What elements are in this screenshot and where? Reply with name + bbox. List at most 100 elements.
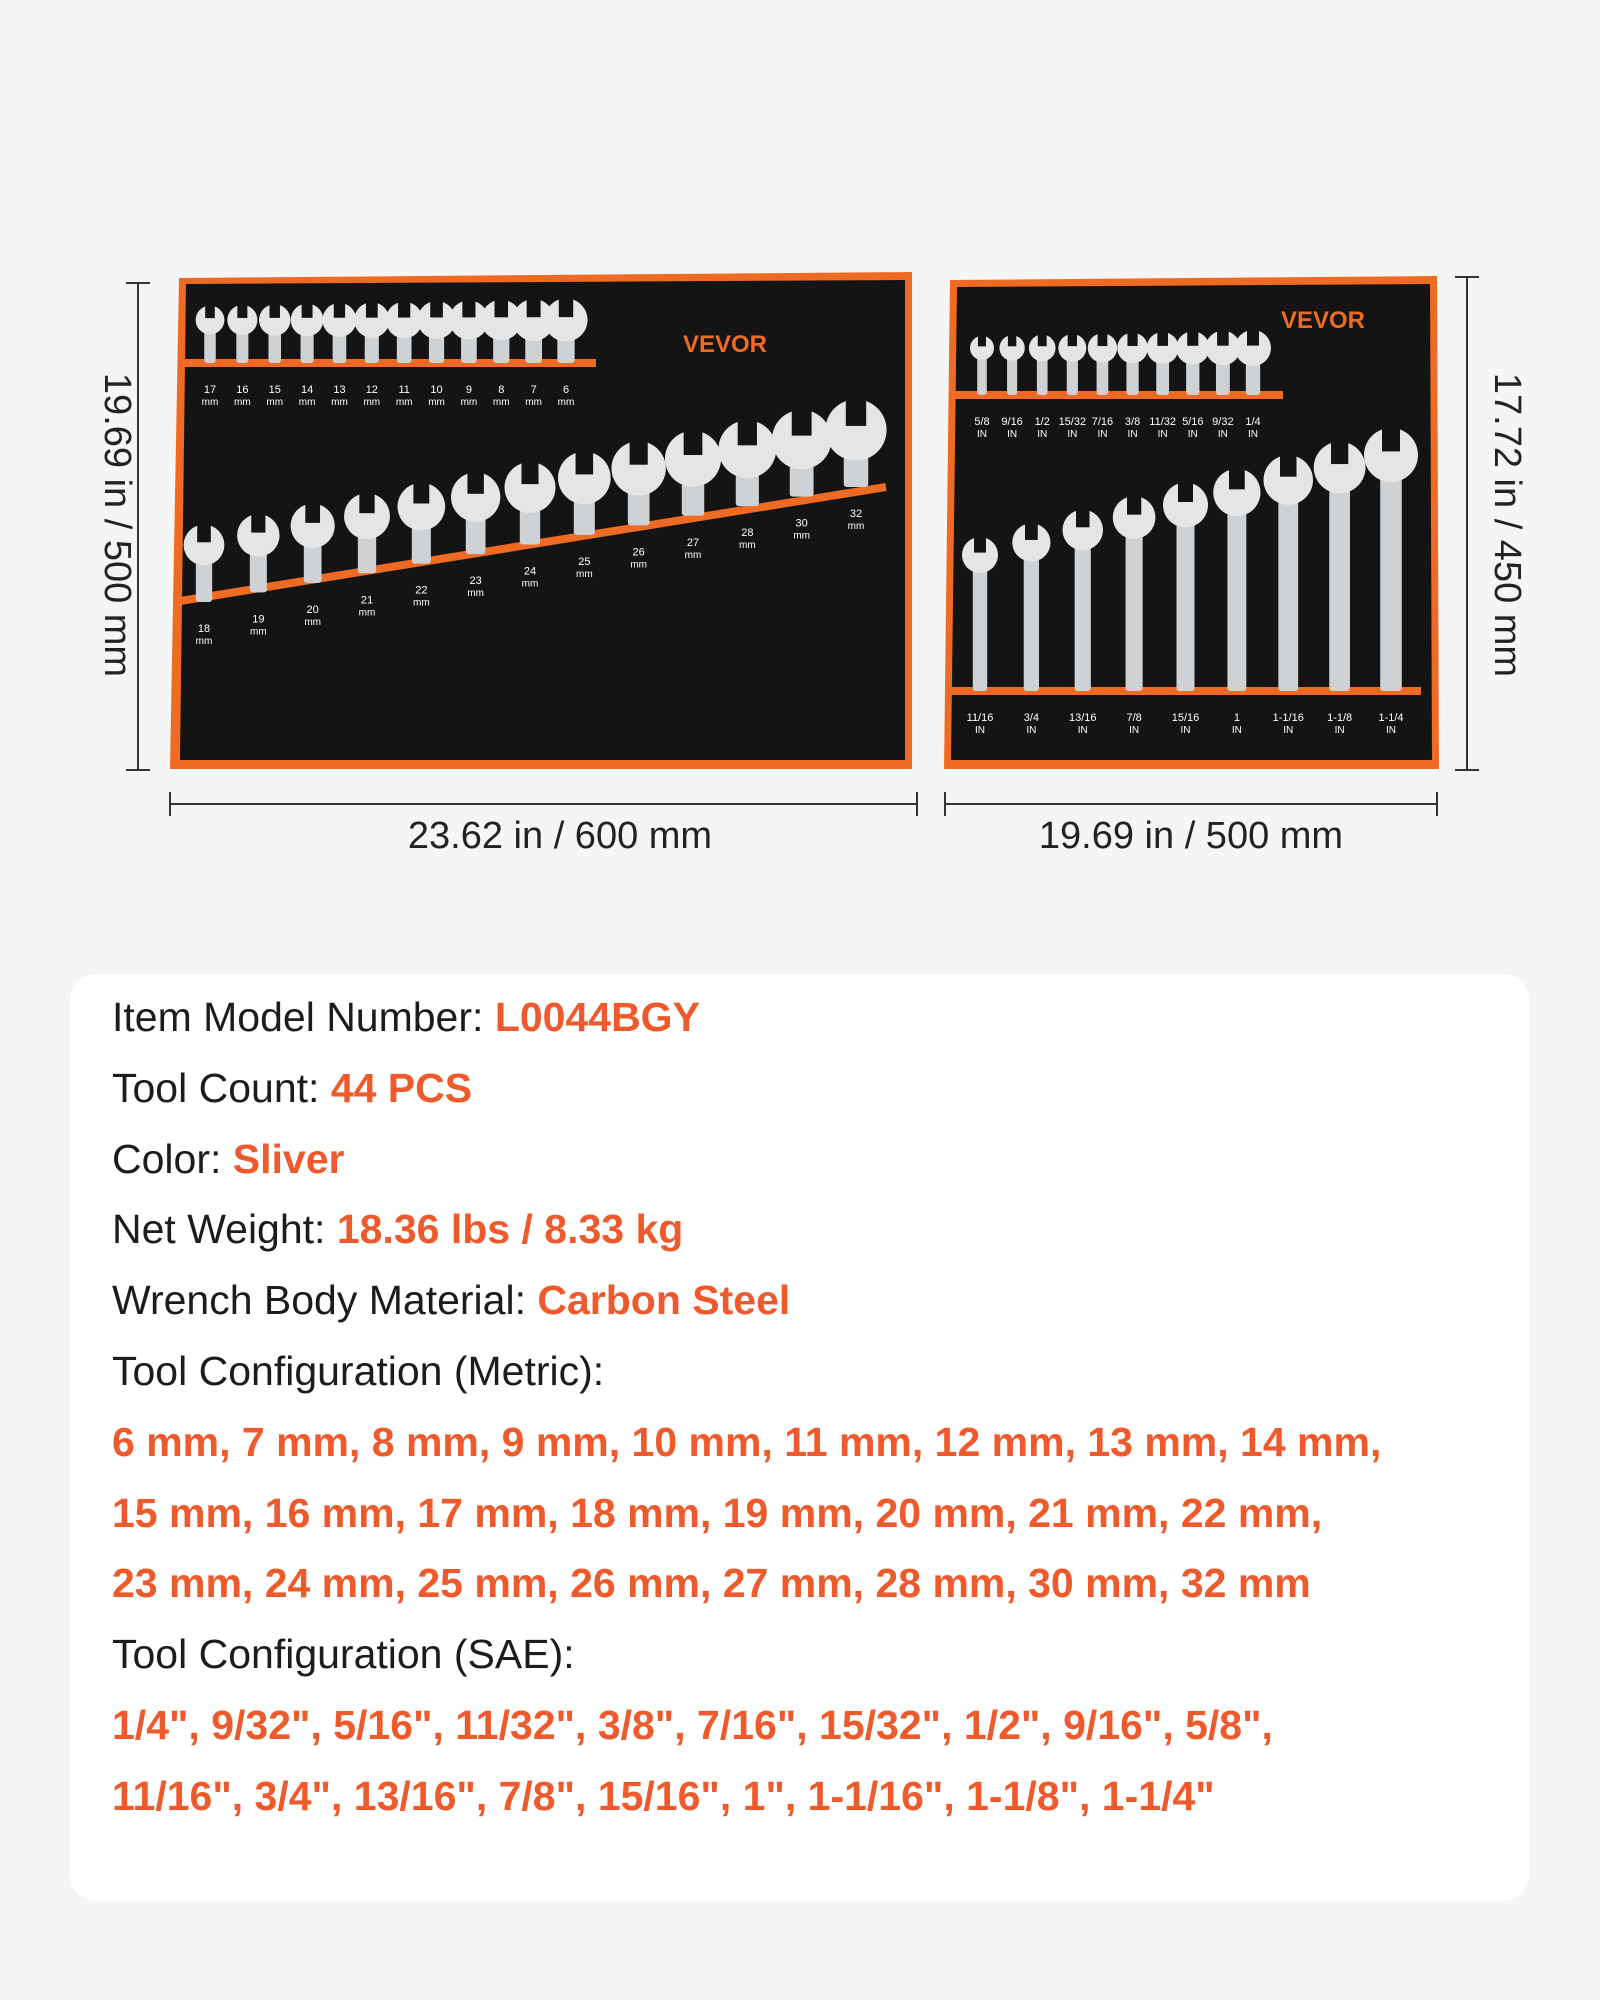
size-label: 20 <box>307 604 319 616</box>
dimension-lines <box>126 276 1479 816</box>
wrench-head <box>1176 331 1210 365</box>
wrench-head <box>290 503 335 548</box>
wrench-head <box>322 302 357 338</box>
spec-value: 44 PCS <box>330 1064 473 1111</box>
wrench-head <box>1235 330 1271 366</box>
wrench-head <box>344 493 390 540</box>
wrench-jaw <box>683 428 703 456</box>
spec-label: Net Weight: <box>112 1206 326 1253</box>
size-label: 10 <box>430 384 442 396</box>
size-label: 8 <box>498 384 504 396</box>
size-label: 27 <box>687 537 699 549</box>
left-pouch <box>170 272 912 769</box>
size-label: 25 <box>578 556 590 568</box>
size-unit: mm <box>576 569 593 580</box>
wrench-jaw <box>1127 331 1138 346</box>
spec-line: Tool Count: 44 PCS <box>112 1065 472 1112</box>
wrench-jaw <box>1007 334 1017 347</box>
size-label: 7/8 <box>1126 712 1141 724</box>
size-unit: IN <box>1232 725 1242 736</box>
config-values: 23 mm, 24 mm, 25 mm, 26 mm, 27 mm, 28 mm… <box>112 1560 1311 1607</box>
wrench-jaw <box>978 335 986 347</box>
wrench-head <box>385 301 423 339</box>
size-label: 3/8 <box>1125 416 1140 428</box>
wrench-jaw <box>462 299 476 318</box>
wrench-head <box>1263 455 1313 505</box>
size-label: 11/16 <box>967 712 994 724</box>
size-unit: mm <box>467 588 484 599</box>
wrench-head <box>544 298 588 342</box>
size-unit: mm <box>428 397 445 408</box>
wrench-shank <box>1074 530 1091 691</box>
size-unit: IN <box>1078 725 1088 736</box>
spec-line: 1/4", 9/32", 5/16", 11/32", 3/8", 7/16",… <box>112 1702 1273 1749</box>
width-label: 23.62 in / 600 mm <box>408 815 712 857</box>
wrench-jaw <box>467 470 484 494</box>
size-unit: mm <box>234 397 251 408</box>
config-label: Tool Configuration (Metric): <box>112 1348 605 1394</box>
wrench-jaw <box>205 304 215 319</box>
size-label: 5/16 <box>1182 416 1203 428</box>
wrench-jaw <box>359 491 375 514</box>
size-label: 26 <box>633 546 645 558</box>
wrench-head <box>1087 333 1118 363</box>
size-unit: mm <box>522 579 539 590</box>
wrench-jaw <box>1097 332 1108 347</box>
wrench-shank <box>1176 505 1195 691</box>
size-unit: mm <box>793 531 810 542</box>
spec-line: 11/16", 3/4", 13/16", 7/8", 15/16", 1", … <box>112 1773 1215 1820</box>
size-unit: IN <box>1283 725 1293 736</box>
spec-line: Color: Sliver <box>112 1136 344 1183</box>
size-unit: mm <box>739 540 756 551</box>
size-unit: mm <box>266 397 283 408</box>
config-values: 6 mm, 7 mm, 8 mm, 9 mm, 10 mm, 11 mm, 12… <box>112 1418 1382 1465</box>
size-unit: mm <box>304 617 321 628</box>
size-label: 12 <box>366 384 378 396</box>
wrench-jaw <box>974 535 986 553</box>
wrench-jaw <box>1217 329 1229 346</box>
size-label: 9 <box>466 384 472 396</box>
wrench-jaw <box>1076 508 1090 528</box>
config-values: 15 mm, 16 mm, 17 mm, 18 mm, 19 mm, 20 mm… <box>112 1489 1323 1536</box>
wrench-head <box>1058 334 1087 362</box>
size-label: 13 <box>333 384 345 396</box>
size-unit: IN <box>1067 429 1077 440</box>
size-unit: mm <box>630 559 647 570</box>
wrench-jaw <box>575 449 594 475</box>
size-label: 32 <box>850 508 862 520</box>
wrench-head <box>354 302 390 338</box>
spec-line: Wrench Body Material: Carbon Steel <box>112 1277 790 1324</box>
size-unit: IN <box>1007 429 1017 440</box>
size-label: 17 <box>204 384 216 396</box>
size-label: 7 <box>531 384 537 396</box>
wrench-head <box>237 514 280 557</box>
size-label: 3/4 <box>1024 712 1039 724</box>
pouch-body <box>180 280 905 760</box>
spec-card: Item Model Number: L0044BGY Tool Count: 4… <box>70 974 1529 1901</box>
wrench-shank <box>1227 492 1247 691</box>
wrench-head <box>451 472 501 522</box>
wrench-jaw <box>521 460 539 485</box>
brand: VEVOR <box>683 331 767 358</box>
size-unit: mm <box>685 550 702 561</box>
wrench-head <box>664 430 722 487</box>
wrench-jaw <box>1178 481 1193 502</box>
spec-value: Sliver <box>232 1135 345 1182</box>
wrench-jaw <box>251 512 266 533</box>
wrench-head <box>1313 441 1366 494</box>
size-label: 1-1/8 <box>1327 712 1352 724</box>
size-unit: IN <box>1128 429 1138 440</box>
wrench-jaw <box>526 297 541 318</box>
wrench-head <box>962 537 998 573</box>
wrench-head <box>227 304 258 336</box>
wrench-head <box>512 299 555 341</box>
wrench-head <box>195 305 225 335</box>
size-unit: mm <box>250 626 267 637</box>
config-values: 11/16", 3/4", 13/16", 7/8", 15/16", 1", … <box>112 1772 1215 1819</box>
size-unit: mm <box>493 397 510 408</box>
brand: VEVOR <box>1281 307 1365 334</box>
wrench-shank <box>972 555 988 691</box>
wrench-head <box>718 420 777 479</box>
size-label: 7/16 <box>1092 416 1113 428</box>
wrench-head <box>970 336 994 360</box>
